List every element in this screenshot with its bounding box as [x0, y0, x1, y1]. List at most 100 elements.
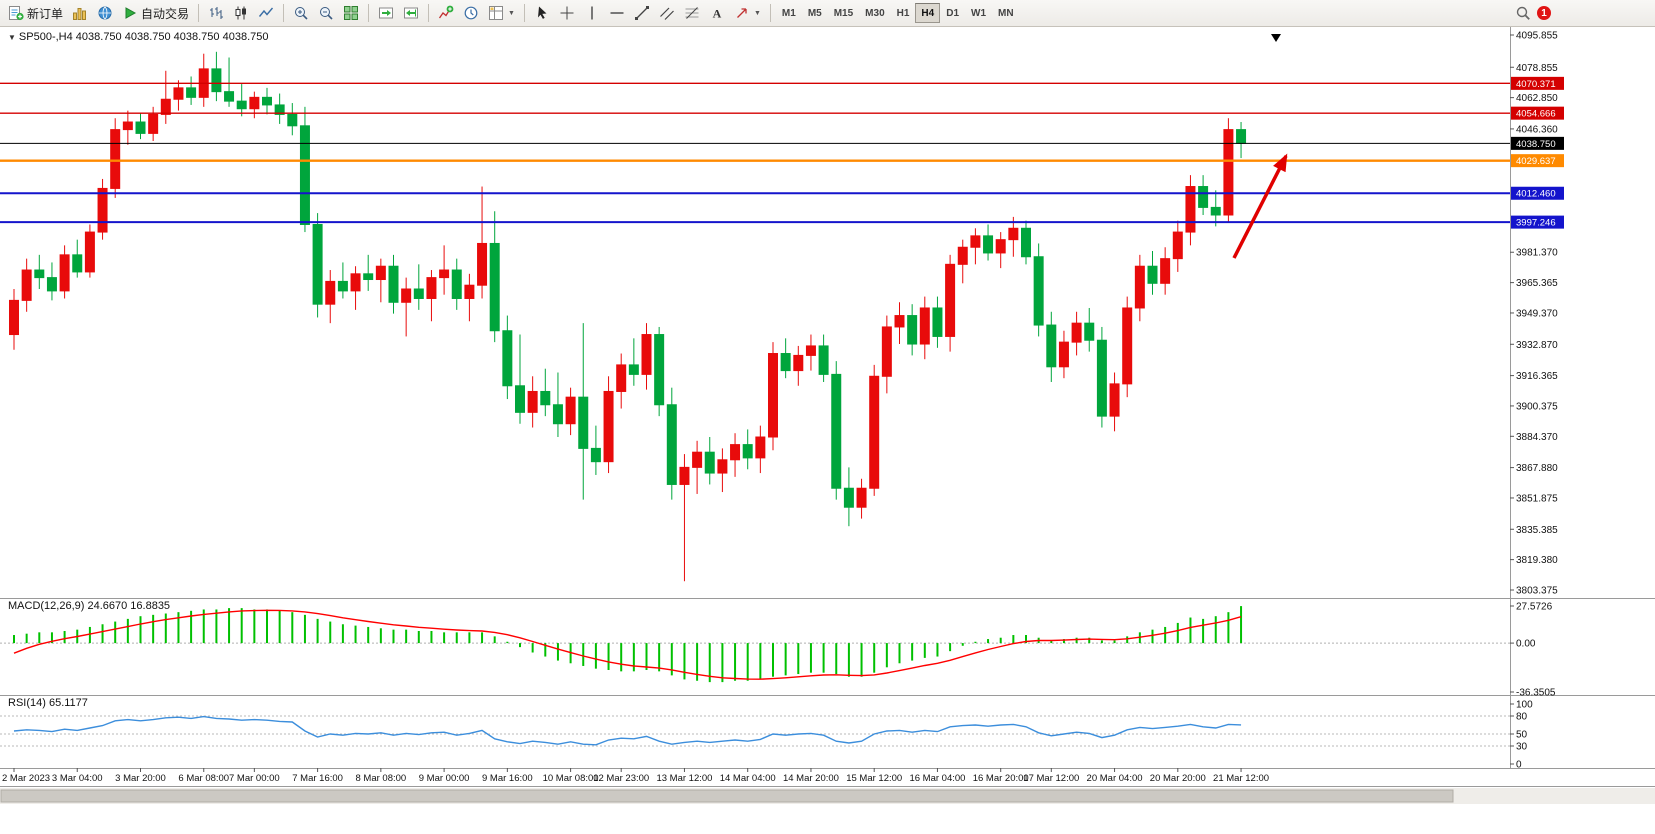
trendline-tool-button[interactable] [630, 2, 654, 24]
chart-shift-button[interactable] [399, 2, 423, 24]
channel-tool-button[interactable] [655, 2, 679, 24]
candle-body [717, 459, 728, 474]
candle-body [552, 404, 563, 425]
candle-body [1134, 265, 1145, 309]
rsi-axis-label: 100 [1516, 700, 1533, 711]
zoom-in-button[interactable] [289, 2, 313, 24]
timeframe-m5-button[interactable]: M5 [802, 3, 828, 23]
price-tag [1511, 76, 1564, 90]
zoom-out-button[interactable] [314, 2, 338, 24]
bar-chart-type-button[interactable] [204, 2, 228, 24]
time-axis-label: 9 Mar 00:00 [419, 773, 470, 784]
candle-body [780, 353, 791, 372]
cursor-tool-button[interactable] [530, 2, 554, 24]
notification-badge[interactable]: 1 [1537, 6, 1551, 20]
bar-chart-type-icon [210, 7, 224, 19]
new-order-label: 新订单 [27, 6, 64, 21]
toolbar: 新订单 自动交易 ▼ [0, 0, 1655, 27]
time-axis-label: 14 Mar 20:00 [783, 773, 839, 784]
timeframe-h1-button[interactable]: H1 [891, 3, 916, 23]
candle-body [628, 364, 639, 375]
price-tag-label: 3997.246 [1516, 218, 1556, 229]
search-icon[interactable] [1515, 5, 1531, 21]
time-axis-label: 20 Mar 20:00 [1150, 773, 1206, 784]
market-watch-button[interactable] [93, 2, 117, 24]
price-tag [1511, 215, 1564, 229]
candle-body [919, 307, 930, 345]
candle-body [325, 280, 336, 305]
line-chart-type-button[interactable] [254, 2, 278, 24]
candle-body [1198, 186, 1209, 208]
candle-body [1021, 227, 1031, 258]
chart-shift-marker[interactable] [1271, 34, 1281, 42]
candle-body [160, 98, 171, 115]
zoom-in-icon [295, 7, 308, 20]
price-tag-label: 4038.750 [1516, 139, 1556, 150]
tile-windows-button[interactable] [339, 2, 363, 24]
periods-icon [464, 6, 478, 20]
candle-body [110, 129, 121, 189]
horizontal-line-tool-button[interactable] [605, 2, 629, 24]
new-order-icon [9, 6, 24, 21]
candle-body [679, 466, 690, 485]
candle-body [1109, 383, 1120, 417]
candle-body [540, 390, 551, 406]
candle-body [502, 330, 513, 387]
auto-scroll-button[interactable] [374, 2, 398, 24]
timeframe-m30-button[interactable]: M30 [859, 3, 890, 23]
timeframe-w1-button[interactable]: W1 [965, 3, 992, 23]
autotrade-button[interactable]: 自动交易 [118, 2, 193, 24]
crosshair-tool-button[interactable] [555, 2, 579, 24]
time-axis-label: 7 Mar 16:00 [292, 773, 343, 784]
timeframe-m1-button[interactable]: M1 [776, 3, 802, 23]
horizontal-scrollbar-thumb[interactable] [0, 789, 1454, 803]
candle-body [211, 68, 222, 93]
timeframe-h4-button[interactable]: H4 [915, 3, 941, 23]
candle-body [173, 87, 184, 100]
templates-button[interactable]: ▼ [484, 2, 519, 24]
fibonacci-tool-button[interactable] [680, 2, 704, 24]
new-chart-button[interactable] [68, 2, 92, 24]
candle-body [654, 334, 665, 406]
candle-body [299, 125, 310, 225]
timeframe-d1-button[interactable]: D1 [940, 3, 965, 23]
timeframe-mn-button[interactable]: MN [992, 3, 1020, 23]
candle-body [970, 235, 981, 248]
candle-body [818, 345, 829, 375]
candle-body [983, 235, 994, 254]
price-tag-label: 4012.460 [1516, 189, 1556, 200]
candle-body [148, 113, 159, 134]
timeframe-m15-button[interactable]: M15 [828, 3, 859, 23]
candle-body [1172, 231, 1183, 260]
time-axis-label: 15 Mar 12:00 [846, 773, 902, 784]
toolbar-separator [283, 4, 285, 22]
candle-chart-type-button[interactable] [229, 2, 253, 24]
candle-body [401, 288, 412, 303]
candle-body [236, 100, 247, 110]
candle-body [21, 269, 32, 301]
candle-body [666, 404, 677, 485]
candle-body [692, 451, 703, 468]
trend-arrow-annotation[interactable] [1232, 153, 1288, 259]
candle-body [843, 487, 854, 508]
text-tool-button[interactable]: A [705, 2, 729, 24]
vertical-line-tool-button[interactable] [580, 2, 604, 24]
time-axis-label: 16 Mar 04:00 [909, 773, 965, 784]
candle-body [464, 284, 475, 299]
candle-body [59, 254, 70, 292]
candle-body [274, 104, 285, 115]
candle-body [186, 87, 197, 98]
candle-body [1147, 265, 1158, 284]
arrows-tool-button[interactable]: ▼ [730, 2, 765, 24]
indicators-icon [438, 5, 454, 19]
periods-button[interactable] [459, 2, 483, 24]
candle-body [894, 315, 905, 328]
candle-body [477, 242, 488, 286]
indicators-button[interactable] [434, 2, 458, 24]
new-order-button[interactable]: 新订单 [4, 2, 67, 24]
candle-body [426, 277, 437, 299]
rsi-axis-label: 0 [1516, 760, 1522, 771]
toolbar-right: 1 [1515, 5, 1551, 21]
trendline-icon [634, 6, 649, 20]
